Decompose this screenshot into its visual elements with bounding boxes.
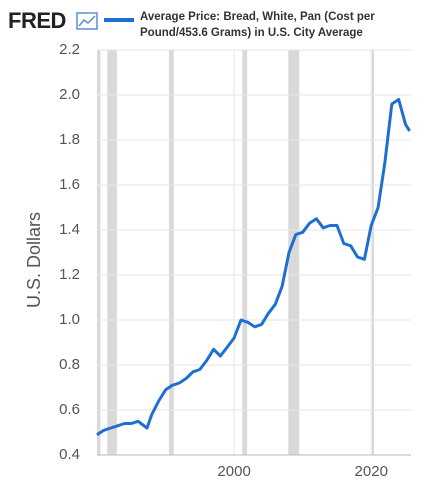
recession-band — [242, 50, 248, 455]
x-tick-label: 2000 — [217, 463, 250, 480]
y-tick-label: 0.6 — [59, 401, 80, 418]
legend-label: Average Price: Bread, White, Pan (Cost p… — [140, 11, 375, 39]
legend-swatch — [104, 18, 134, 22]
recession-band — [107, 50, 117, 455]
recession-band — [97, 50, 101, 455]
y-axis-label: U.S. Dollars — [24, 212, 44, 308]
logo-icon — [76, 12, 98, 30]
recession-band — [168, 50, 174, 455]
x-tick-label: 2020 — [355, 463, 388, 480]
recession-band — [288, 50, 300, 455]
y-tick-label: 0.8 — [59, 356, 80, 373]
y-tick-label: 1.2 — [59, 266, 80, 283]
data-line — [96, 98, 411, 437]
recession-band — [371, 50, 374, 455]
y-tick-label: 1.8 — [59, 131, 80, 148]
y-tick-label: 1.0 — [59, 311, 80, 328]
y-tick-label: 2.2 — [59, 41, 80, 58]
logo: FRED — [8, 8, 66, 33]
y-tick-label: 1.4 — [59, 221, 80, 238]
y-tick-label: 1.6 — [59, 176, 80, 193]
y-tick-label: 0.4 — [59, 446, 80, 463]
y-tick-label: 2.0 — [59, 86, 80, 103]
